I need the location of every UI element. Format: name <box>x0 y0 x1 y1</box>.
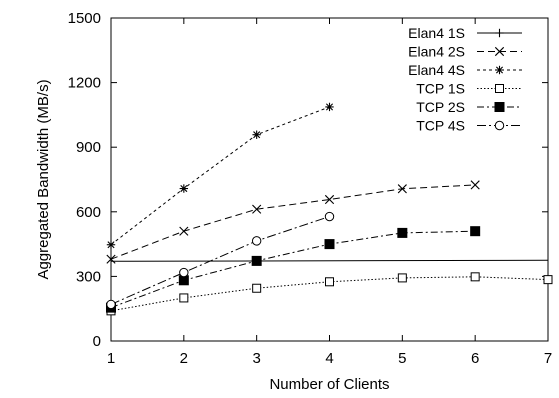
series-line <box>110 230 476 309</box>
data-point <box>179 184 189 193</box>
legend-marker <box>494 120 505 131</box>
plot-frame <box>110 17 549 342</box>
x-tick-label: 2 <box>180 350 188 367</box>
data-point <box>106 254 116 264</box>
data-point <box>179 267 189 278</box>
y-tick-label: 1200 <box>68 75 101 92</box>
data-point <box>325 277 334 287</box>
data-point <box>324 239 335 250</box>
legend-label: Elan4 4S <box>408 62 465 78</box>
series-line <box>110 184 476 260</box>
legend-label: TCP 2S <box>416 99 465 115</box>
data-point <box>106 299 116 310</box>
data-point <box>470 226 481 237</box>
legend-marker <box>495 28 504 38</box>
series-tcp-4s <box>106 211 335 310</box>
data-point <box>325 102 334 112</box>
data-point <box>251 255 262 266</box>
series-line <box>110 259 549 262</box>
data-point <box>252 204 262 214</box>
x-tick-label: 5 <box>398 350 406 367</box>
data-point <box>324 211 335 222</box>
legend-label: TCP 1S <box>416 81 465 97</box>
x-axis-label: Number of Clients <box>269 376 389 393</box>
legend: Elan4 1S Elan4 2S Elan4 4S TCP 1S TCP 2S TCP … <box>408 25 522 134</box>
legend-entry: Elan4 4S <box>408 62 522 78</box>
series-elan4-2s <box>106 180 480 264</box>
legend-label: Elan4 1S <box>408 25 465 41</box>
data-point <box>470 272 480 282</box>
x-tick-label: 6 <box>471 350 479 367</box>
x-tick-label: 4 <box>325 350 333 367</box>
legend-marker <box>495 84 504 93</box>
legend-label: Elan4 2S <box>408 44 465 60</box>
legend-marker <box>494 102 505 112</box>
data-point <box>397 227 408 238</box>
y-tick-label: 300 <box>76 268 101 285</box>
y-tick-label: 1500 <box>68 10 101 27</box>
data-point <box>397 273 407 283</box>
legend-entry: TCP 2S <box>416 99 522 115</box>
legend-entry: Elan4 1S <box>408 25 522 41</box>
data-point <box>470 180 480 190</box>
data-point <box>179 226 189 236</box>
data-point <box>543 275 553 285</box>
data-point <box>397 184 407 194</box>
data-point <box>106 240 116 249</box>
legend-entry: Elan4 2S <box>408 44 522 60</box>
y-tick-label: 900 <box>76 139 101 156</box>
data-point <box>251 236 262 246</box>
x-tick-label: 3 <box>252 350 260 367</box>
y-axis-label: Aggregated Bandwidth (MB/s) <box>35 79 52 279</box>
data-point <box>324 194 335 205</box>
legend-marker <box>495 65 504 75</box>
data-point <box>252 130 261 139</box>
legend-marker <box>494 46 505 57</box>
series-elan4-1s <box>110 259 549 262</box>
legend-entry: TCP 4S <box>416 118 522 134</box>
series-line <box>110 106 330 246</box>
series-elan4-4s <box>106 102 334 249</box>
data-point <box>252 283 262 293</box>
data-point <box>179 293 189 303</box>
x-tick-label: 7 <box>544 350 552 367</box>
axis-ticks: 1 2 3 4 5 6 7 0 300 600 900 1200 1500 <box>68 10 553 367</box>
series-tcp-1s <box>106 272 553 316</box>
y-tick-label: 600 <box>76 204 101 221</box>
y-tick-label: 0 <box>93 333 101 350</box>
legend-entry: TCP 1S <box>416 81 522 97</box>
legend-label: TCP 4S <box>416 118 465 134</box>
x-tick-label: 1 <box>107 350 115 367</box>
series-line <box>110 216 330 305</box>
series-layer <box>106 102 553 316</box>
